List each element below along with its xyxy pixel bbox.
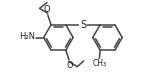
Text: S: S [80,20,86,30]
Text: O: O [66,61,73,70]
Text: O: O [44,5,50,14]
Text: CH₃: CH₃ [92,59,106,68]
Text: H₂N: H₂N [19,32,35,41]
